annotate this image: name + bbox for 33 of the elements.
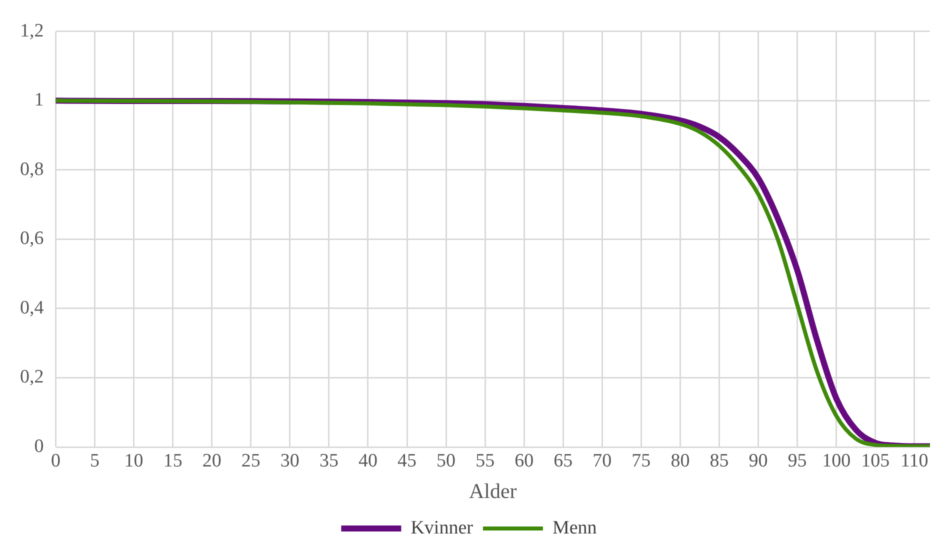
x-tick-label: 95 <box>788 450 807 472</box>
y-tick-label: 0 <box>34 436 44 457</box>
x-tick-label: 20 <box>202 450 222 472</box>
x-tick-label: 75 <box>632 450 651 472</box>
x-tick-label: 25 <box>241 450 260 472</box>
x-tick-label: 110 <box>900 450 928 472</box>
legend-label: Menn <box>552 517 598 538</box>
x-tick-label: 55 <box>476 450 495 472</box>
x-tick-label: 90 <box>748 450 768 472</box>
x-tick-label: 30 <box>280 450 300 472</box>
legend-label: Kvinner <box>410 517 474 538</box>
x-tick-label: 45 <box>398 450 417 472</box>
x-tick-label: 60 <box>514 450 534 472</box>
x-tick-label: 0 <box>51 450 60 472</box>
x-tick-label: 65 <box>554 450 573 472</box>
y-tick-label: 0,2 <box>20 366 44 388</box>
x-tick-label: 100 <box>822 450 851 472</box>
x-axis-title: Alder <box>468 478 517 503</box>
x-tick-label: 105 <box>861 450 890 472</box>
y-tick-label: 0,4 <box>20 297 44 318</box>
y-tick-label: 1,2 <box>20 20 44 42</box>
y-tick-label: 1 <box>34 90 44 111</box>
x-tick-label: 40 <box>358 450 378 472</box>
y-tick-label: 0,6 <box>20 228 44 250</box>
x-tick-label: 85 <box>710 450 729 472</box>
x-tick-label: 70 <box>592 450 612 472</box>
x-tick-label: 5 <box>90 450 100 472</box>
x-tick-label: 15 <box>163 450 182 472</box>
x-tick-label: 35 <box>319 450 338 472</box>
y-tick-label: 0,8 <box>20 158 44 180</box>
x-tick-label: 50 <box>436 450 456 472</box>
x-tick-label: 80 <box>670 450 690 472</box>
x-tick-label: 10 <box>124 450 144 472</box>
